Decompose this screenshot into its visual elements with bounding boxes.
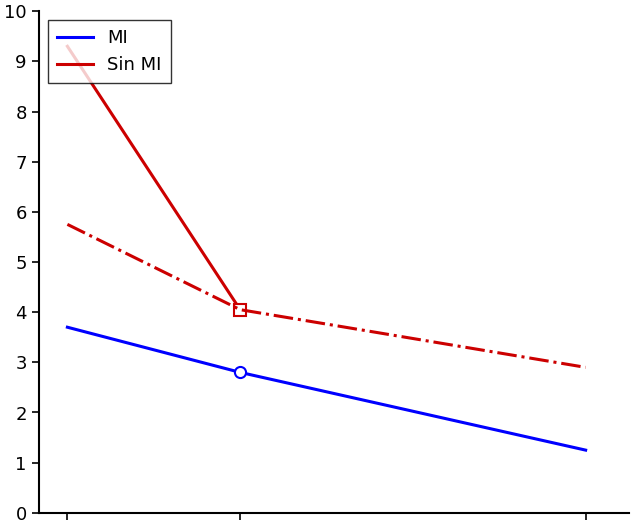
Legend: MI, Sin MI: MI, Sin MI	[47, 20, 171, 83]
